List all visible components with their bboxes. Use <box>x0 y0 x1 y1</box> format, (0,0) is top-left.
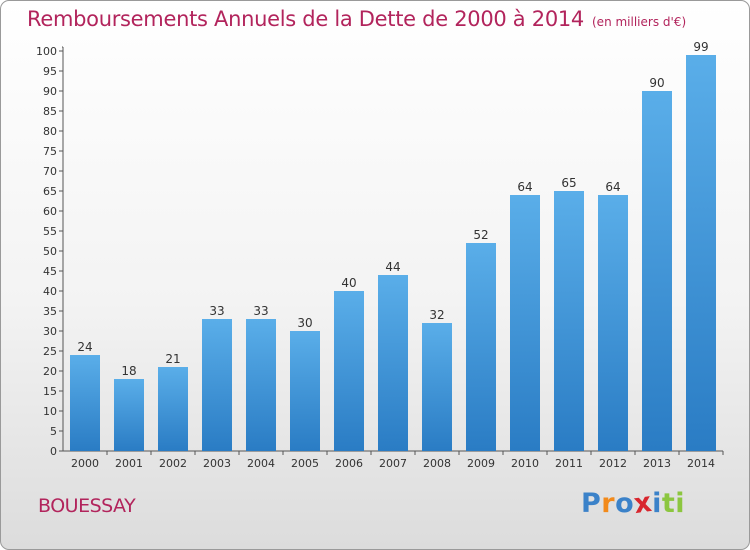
brand-letter: t <box>661 488 676 519</box>
bar <box>598 195 628 451</box>
y-tick-label: 25 <box>43 345 57 358</box>
y-tick-label: 100 <box>36 45 57 58</box>
y-tick-label: 50 <box>43 245 57 258</box>
bar <box>554 191 584 451</box>
x-tick-label: 2002 <box>159 457 187 470</box>
x-tick-label: 2010 <box>511 457 539 470</box>
bar <box>158 367 188 451</box>
y-tick-label: 0 <box>50 445 57 458</box>
bar <box>510 195 540 451</box>
y-tick-label: 20 <box>43 365 57 378</box>
y-tick-label: 90 <box>43 85 57 98</box>
bar <box>378 275 408 451</box>
x-tick-label: 2001 <box>115 457 143 470</box>
x-axis: 2000 2001 2002 2003 2004 2005 2006 2007 2008 2009… <box>63 450 724 470</box>
bar <box>114 379 144 451</box>
x-tick-label: 2004 <box>247 457 275 470</box>
commune-name: BOUESSAY <box>38 495 136 517</box>
bar-value-label: 52 <box>473 228 488 242</box>
bar <box>422 323 452 451</box>
brand-letter: x <box>632 486 655 521</box>
bar <box>466 243 496 451</box>
x-tick-label: 2012 <box>599 457 627 470</box>
bar <box>290 331 320 451</box>
chart-title-text: Remboursements Annuels de la Dette de 20… <box>27 7 584 31</box>
bar <box>686 55 716 451</box>
y-tick-label: 45 <box>43 265 57 278</box>
bar-value-label: 64 <box>517 180 532 194</box>
bar <box>642 91 672 451</box>
x-tick-label: 2000 <box>71 457 99 470</box>
x-tick-label: 2011 <box>555 457 583 470</box>
bar-value-label: 24 <box>77 340 92 354</box>
x-tick-label: 2013 <box>643 457 671 470</box>
x-tick-label: 2005 <box>291 457 319 470</box>
y-tick-label: 40 <box>43 285 57 298</box>
x-tick-label: 2008 <box>423 457 451 470</box>
x-tick-label: 2014 <box>687 457 715 470</box>
y-tick-label: 85 <box>43 105 57 118</box>
bar-value-label: 33 <box>253 304 268 318</box>
brand-letter: i <box>652 488 662 519</box>
y-tick-label: 55 <box>43 225 57 238</box>
bar <box>246 319 276 451</box>
brand-logo: Proxiti <box>581 486 686 521</box>
chart-unit: (en milliers d'€) <box>592 15 687 29</box>
x-tick-label: 2003 <box>203 457 231 470</box>
y-tick-label: 30 <box>43 325 57 338</box>
y-tick-label: 15 <box>43 385 57 398</box>
value-labels: 24 18 21 33 33 30 40 44 32 52 64 65 64 90 99 <box>77 40 708 378</box>
bar-value-label: 18 <box>121 364 136 378</box>
y-tick-label: 70 <box>43 165 57 178</box>
bar-value-label: 33 <box>209 304 224 318</box>
brand-letter: i <box>675 488 686 519</box>
y-tick-label: 60 <box>43 205 57 218</box>
x-tick-label: 2009 <box>467 457 495 470</box>
y-tick-label: 5 <box>50 425 57 438</box>
bar-value-label: 30 <box>297 316 312 330</box>
y-tick-label: 80 <box>43 125 57 138</box>
bars <box>70 55 716 451</box>
brand-letter: P <box>581 488 602 519</box>
bar-value-label: 90 <box>649 76 664 90</box>
x-tick-label: 2007 <box>379 457 407 470</box>
bar-value-label: 64 <box>605 180 620 194</box>
bar-value-label: 65 <box>561 176 576 190</box>
bar-value-label: 21 <box>165 352 180 366</box>
bar-value-label: 99 <box>693 40 708 54</box>
y-axis: 0 5 10 15 20 25 30 35 40 45 50 55 60 65 70 75 80 85 90 95 10… <box>36 45 64 458</box>
y-tick-label: 95 <box>43 65 57 78</box>
bar <box>334 291 364 451</box>
bar-value-label: 44 <box>385 260 400 274</box>
y-tick-label: 10 <box>43 405 57 418</box>
x-tick-label: 2006 <box>335 457 363 470</box>
bar-value-label: 32 <box>429 308 444 322</box>
brand-letter: r <box>601 488 616 519</box>
bar <box>202 319 232 451</box>
y-tick-label: 65 <box>43 185 57 198</box>
y-tick-label: 35 <box>43 305 57 318</box>
bar-value-label: 40 <box>341 276 356 290</box>
brand-letter: o <box>615 488 635 519</box>
chart-title: Remboursements Annuels de la Dette de 20… <box>27 7 686 31</box>
bar <box>70 355 100 451</box>
y-tick-label: 75 <box>43 145 57 158</box>
